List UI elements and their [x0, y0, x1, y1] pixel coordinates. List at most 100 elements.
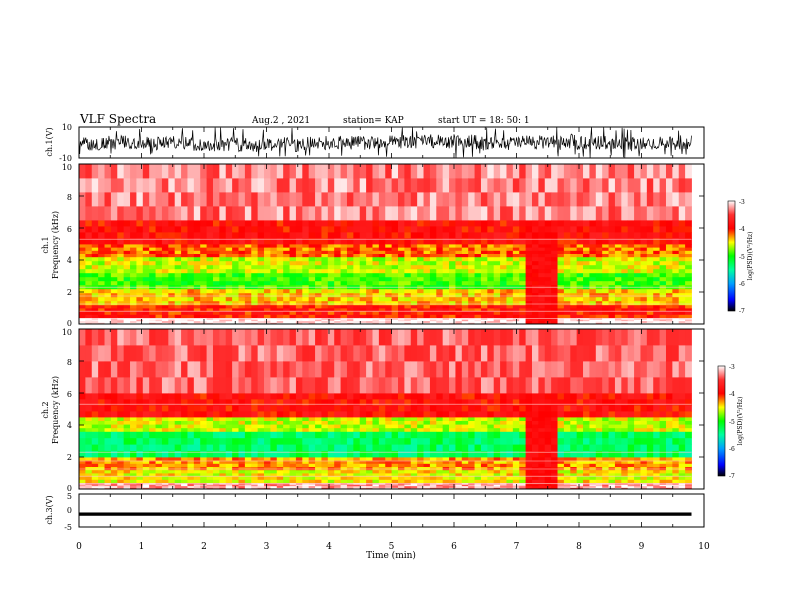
spectrogram-cell — [436, 470, 443, 474]
spectrogram-cell — [85, 232, 92, 238]
spectrogram-cell — [124, 265, 131, 269]
spectrogram-cell — [404, 250, 411, 254]
spectrogram-cell — [309, 244, 316, 248]
spectrogram-cell — [685, 226, 692, 232]
spectrogram-cell — [290, 424, 297, 428]
spectrogram-cell — [168, 457, 175, 461]
spectrogram-cell — [398, 297, 405, 301]
spectrogram-cell — [609, 250, 616, 254]
spectrogram-cell — [213, 226, 220, 232]
spectrogram-cell — [347, 421, 354, 425]
spectrogram-cell — [334, 431, 341, 438]
spectrogram-cell — [149, 220, 156, 226]
spectrogram-cell — [264, 244, 271, 248]
spectrogram-cell — [283, 428, 290, 432]
spectrogram-cell — [538, 250, 545, 254]
spectrogram-cell — [85, 421, 92, 425]
spectrogram-cell — [481, 261, 488, 265]
spectrogram-cell — [315, 273, 322, 277]
spectrogram-cell — [430, 261, 437, 265]
spectrogram-cell — [270, 411, 277, 417]
spectrogram-cell — [475, 305, 482, 309]
spectrogram-cell — [532, 206, 539, 220]
spectrogram-cell — [653, 178, 660, 192]
spectrogram-cell — [424, 457, 431, 461]
spectrogram-cell — [455, 431, 462, 438]
spectrogram-cell — [513, 244, 520, 248]
spectrogram-cell — [602, 281, 609, 285]
spectrogram-cell — [334, 377, 341, 393]
spectrogram-cell — [494, 277, 501, 281]
spectrogram-cell — [264, 431, 271, 438]
spectrogram-cell — [232, 424, 239, 428]
spectrogram-cell — [226, 457, 233, 461]
spectrogram-cell — [436, 281, 443, 285]
spectrogram-cell — [143, 329, 150, 345]
spectrogram-cell — [328, 479, 335, 483]
spectrogram-cell — [443, 479, 450, 483]
spectrogram-cell — [634, 250, 641, 254]
spectrogram-cell — [245, 311, 252, 315]
spectrogram-cell — [672, 305, 679, 309]
spectrogram-cell — [628, 314, 635, 318]
spectrogram-cell — [264, 444, 271, 451]
spectrogram-cell — [628, 257, 635, 261]
spectrogram-cell — [334, 293, 341, 297]
spectrogram-cell — [564, 293, 571, 297]
spectrogram-cell — [672, 164, 679, 178]
spectrogram-cell — [341, 393, 348, 399]
spectrogram-cell — [111, 220, 118, 226]
spectrogram-cell — [404, 164, 411, 178]
spectrogram-cell — [647, 293, 654, 297]
spectrogram-cell — [417, 232, 424, 238]
spectrogram-cell — [92, 476, 99, 480]
spectrogram-cell — [79, 220, 86, 226]
spectrogram-cell — [143, 192, 150, 206]
spectrogram-cell — [577, 265, 584, 269]
spectrogram-cell — [296, 277, 303, 281]
spectrogram-cell — [168, 244, 175, 248]
spectrogram-cell — [462, 269, 469, 273]
spectrogram-cell — [251, 269, 258, 273]
spectrogram-cell — [219, 220, 226, 226]
spectrogram-cell — [411, 269, 418, 273]
spectrogram-cell — [105, 424, 112, 428]
spectrogram-cell — [475, 417, 482, 421]
spectrogram-cell — [277, 411, 284, 417]
spectrogram-cell — [660, 314, 667, 318]
spectrogram-cell — [117, 463, 124, 467]
spectrogram-cell — [251, 257, 258, 261]
spectrogram-cell — [672, 277, 679, 281]
spectrogram-cell — [494, 226, 501, 232]
spectrogram-cell — [436, 250, 443, 254]
spectrogram-cell — [583, 250, 590, 254]
spectrogram-cell — [353, 361, 360, 377]
spectrogram-cell — [207, 247, 214, 251]
spectrogram-cell — [449, 428, 456, 432]
spectrogram-cell — [404, 206, 411, 220]
spectrogram-cell — [245, 226, 252, 232]
spectrogram-cell — [570, 244, 577, 248]
spectrogram-cell — [551, 257, 558, 261]
spectrogram-cell — [239, 438, 246, 445]
spectrogram-cell — [360, 345, 367, 361]
spectrogram-cell — [468, 411, 475, 417]
spectrogram-cell — [130, 247, 137, 251]
spectrogram-cell — [187, 393, 194, 399]
spectrogram-cell — [424, 164, 431, 178]
spectrogram-cell — [583, 244, 590, 248]
spectrogram-cell — [475, 261, 482, 265]
spectrogram-cell — [302, 411, 309, 417]
spectrogram-cell — [251, 293, 258, 297]
spectrogram-cell — [149, 311, 156, 315]
spectrogram-cell — [436, 226, 443, 232]
spectrogram-cell — [309, 269, 316, 273]
spectrogram-cell — [455, 226, 462, 232]
spectrogram-cell — [583, 314, 590, 318]
spectrogram-cell — [526, 250, 533, 254]
spectrogram-cell — [398, 405, 405, 411]
spectrogram-cell — [436, 428, 443, 432]
spectrogram-cell — [239, 257, 246, 261]
spectrogram-cell — [321, 305, 328, 309]
spectrogram-cell — [436, 301, 443, 305]
